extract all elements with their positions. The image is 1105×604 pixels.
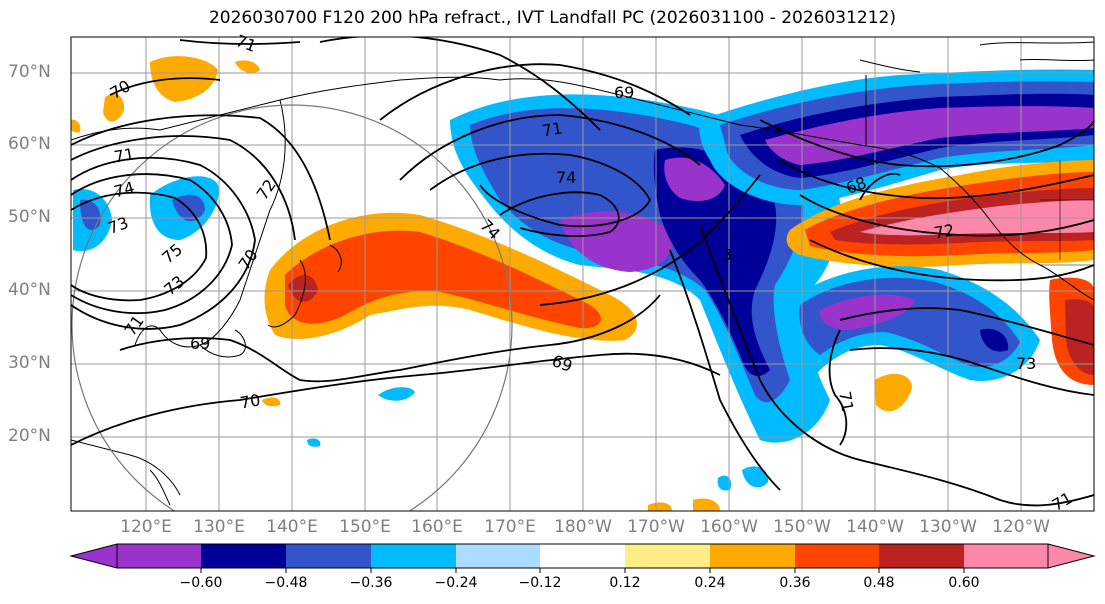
- lon-label: 130°W: [919, 517, 977, 537]
- colorbar-right-extension: [1047, 543, 1096, 569]
- colorbar-tick-label: 0.36: [779, 575, 811, 591]
- contour-label: 73: [1016, 354, 1037, 373]
- colorbar-segment: [625, 544, 710, 568]
- shaded-field: [71, 56, 1094, 511]
- contour-label: 69: [190, 334, 211, 353]
- negative-anomaly-region: [307, 438, 321, 447]
- lat-label: 60°N: [8, 134, 51, 154]
- map-title: 2026030700 F120 200 hPa refract., IVT La…: [208, 8, 896, 28]
- map-area: [71, 37, 1094, 511]
- colorbar-tick-label: 0.60: [948, 575, 980, 591]
- colorbar-segment: [710, 544, 795, 568]
- colorbar-segment: [286, 544, 371, 568]
- lon-label: 170°W: [627, 517, 685, 537]
- colorbar-ticks: [200, 568, 965, 573]
- negative-anomaly-region: [664, 157, 725, 202]
- colorbar-tick-label: 0.12: [609, 575, 641, 591]
- lon-label: 130°E: [193, 517, 245, 537]
- negative-anomaly-region: [765, 106, 1094, 165]
- contour-label: 71: [112, 144, 136, 167]
- lon-label: 150°W: [773, 517, 831, 537]
- positive-anomaly-region: [288, 274, 318, 302]
- colorbar-tick-label: −0.36: [349, 575, 393, 591]
- contours: [71, 37, 1094, 507]
- colorbar-segment: [201, 544, 286, 568]
- lat-label: 30°N: [8, 353, 51, 373]
- lon-label: 140°W: [846, 517, 904, 537]
- coastlines: [71, 41, 1094, 506]
- colorbar-segment: [879, 544, 964, 568]
- lat-label: 50°N: [8, 207, 51, 227]
- colorbar-segment: [540, 544, 625, 568]
- lon-label: 170°E: [484, 517, 536, 537]
- contour-label: 71: [835, 389, 858, 414]
- colorbar-tick-label: 0.24: [694, 575, 726, 591]
- positive-anomaly-region: [235, 60, 260, 73]
- negative-anomaly-region: [653, 147, 777, 376]
- contour-label: 71: [540, 118, 564, 141]
- contour-label: 70: [238, 390, 262, 413]
- lon-label: 150°E: [339, 517, 391, 537]
- colorbar-outline: [116, 543, 1049, 569]
- lon-label: 140°E: [266, 517, 318, 537]
- contour-label: 3: [722, 245, 733, 264]
- positive-anomaly-region: [262, 397, 281, 407]
- positive-anomaly-region: [71, 119, 81, 133]
- positive-anomaly-region: [1065, 299, 1094, 375]
- colorbar-segment: [456, 544, 540, 568]
- colorbar-tick-label: −0.12: [518, 575, 562, 591]
- lon-label: 180°W: [554, 517, 612, 537]
- colorbar-segment: [371, 544, 456, 568]
- lon-label: 160°E: [411, 517, 463, 537]
- positive-anomaly-region: [285, 230, 601, 329]
- colorbar-segment: [964, 544, 1048, 568]
- positive-anomaly-region: [648, 502, 672, 511]
- negative-anomaly-region: [717, 475, 732, 491]
- negative-anomaly-region: [819, 294, 915, 330]
- lat-label: 70°N: [8, 62, 51, 82]
- lat-label: 40°N: [8, 280, 51, 300]
- colorbar: [69, 543, 1096, 573]
- contour-label: 69: [614, 83, 635, 102]
- positive-anomaly-region: [103, 93, 125, 122]
- lon-label: 120°W: [992, 517, 1050, 537]
- colorbar-left-extension: [69, 543, 118, 569]
- colorbar-tick-label: −0.24: [434, 575, 478, 591]
- negative-anomaly-region: [742, 466, 769, 488]
- range-circle: [71, 104, 513, 511]
- positive-anomaly-region: [693, 498, 720, 511]
- colorbar-segment: [117, 544, 201, 568]
- map-frame: [70, 36, 1095, 512]
- negative-anomaly-region: [378, 387, 415, 401]
- contour-label: 72: [932, 220, 956, 243]
- lon-label: 160°W: [700, 517, 758, 537]
- contour-label: 74: [556, 168, 577, 187]
- colorbar-segment: [795, 544, 879, 568]
- colorbar-tick-label: −0.48: [264, 575, 308, 591]
- lat-label: 20°N: [8, 426, 51, 446]
- negative-anomaly-region: [980, 328, 1009, 352]
- gridlines: [71, 37, 1094, 511]
- colorbar-tick-label: 0.48: [863, 575, 895, 591]
- positive-anomaly-region: [875, 373, 912, 412]
- negative-anomaly-region: [80, 199, 101, 231]
- lon-label: 120°E: [120, 517, 172, 537]
- colorbar-tick-label: −0.60: [179, 575, 223, 591]
